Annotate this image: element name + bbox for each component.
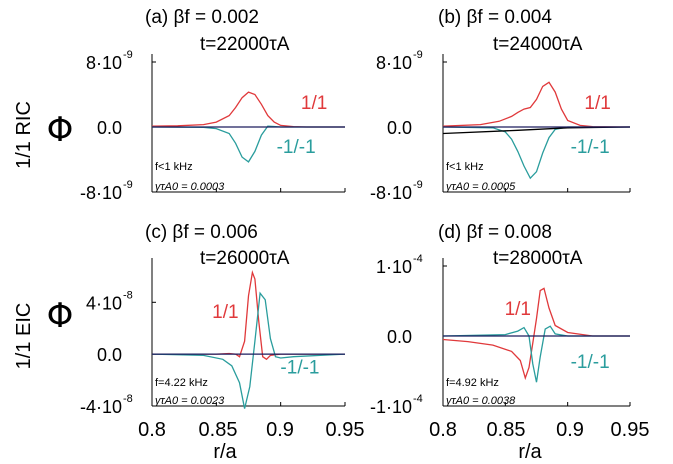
x-axis-label-left: r/a [213,441,237,463]
x-tick-label: 0.95 [326,419,365,441]
panel-title: (c) βf = 0.006 [145,222,258,243]
y-tick-exponent: -4 [413,253,423,265]
panel-title: (b) βf = 0.004 [438,7,552,28]
y-tick-exponent: -9 [413,49,423,61]
series-annotation: -1/-1 [571,352,610,373]
x-tick-label: 0.9 [556,419,584,441]
y-tick-label: 1·10 [376,257,412,277]
series-line-1_1 [442,287,630,381]
x-tick-label: 0.95 [611,419,650,441]
x-tick-label: 0.9 [266,419,294,441]
series-line-1_1 [152,270,345,361]
series-line-1_1 [151,91,345,128]
y-tick-exponent: -9 [123,49,133,61]
panel-time-label: t=26000τA [200,248,290,269]
x-ticks-left: 0.8 0.85 0.9 0.95 [138,419,364,441]
series-annotation: 1/1 [505,299,531,320]
series-annotation: 1/1 [212,302,238,323]
phi-symbol-bottom: Φ [47,296,74,336]
x-axis-label-right: r/a [518,441,542,463]
y-tick-label: 0.0 [387,118,412,138]
series-line--1_-1 [442,126,630,180]
series-line-1_1 [442,81,631,128]
panel-time-label: t=22000τA [200,34,290,55]
y-tick-label: 8·10 [86,53,122,73]
frequency-label: f<1 kHz [446,161,484,173]
growth-rate-label: γτA0 = 0.0005 [446,181,516,193]
y-tick-label: -8·10 [80,183,122,203]
row-label-ric: 1/1 RIC [13,101,35,169]
y-tick-label: -8·10 [370,183,412,203]
y-tick-exponent: -8 [123,393,133,405]
series-annotation: 1/1 [584,93,610,114]
y-tick-exponent: -9 [413,179,423,191]
series-annotation: -1/-1 [277,137,316,158]
y-tick-label: 0.0 [97,345,122,365]
y-tick-exponent: -9 [123,179,133,191]
x-tick-label: 0.8 [429,419,457,441]
series-line--1_-1 [151,291,346,409]
growth-rate-label: γτA0 = 0.0003 [155,181,225,193]
y-tick-label: 4·10 [86,293,122,313]
series-annotation: -1/-1 [571,137,610,158]
y-tick-label: -4·10 [80,397,122,417]
x-tick-label: 0.85 [487,419,526,441]
series-line--1_-1 [151,125,345,163]
x-tick-label: 0.85 [199,419,238,441]
frequency-label: f=4.92 kHz [446,377,499,389]
y-tick-label: -1·10 [370,397,412,417]
panel-title: (a) βf = 0.002 [145,7,259,28]
row-label-eic: 1/1 EIC [13,303,35,370]
y-tick-label: 8·10 [376,53,412,73]
growth-rate-label: γτA0 = 0.0023 [155,395,225,407]
frequency-label: f<1 kHz [155,161,193,173]
y-tick-label: 0.0 [97,118,122,138]
growth-rate-label: γτA0 = 0.0038 [446,395,516,407]
series-annotation: 1/1 [301,93,327,114]
frequency-label: f=4.22 kHz [155,377,208,389]
y-tick-label: 0.0 [387,327,412,347]
panel-time-label: t=24000τA [493,34,583,55]
series-annotation: -1/-1 [280,358,319,379]
y-tick-exponent: -4 [413,393,423,405]
x-ticks-right: 0.8 0.85 0.9 0.95 [429,419,649,441]
x-tick-label: 0.8 [138,419,166,441]
panel-title: (d) βf = 0.008 [438,222,552,243]
y-tick-exponent: -8 [123,289,133,301]
panel-time-label: t=28000τA [493,248,583,269]
phi-symbol-top: Φ [47,110,74,150]
series-line--1_-1 [442,325,630,383]
